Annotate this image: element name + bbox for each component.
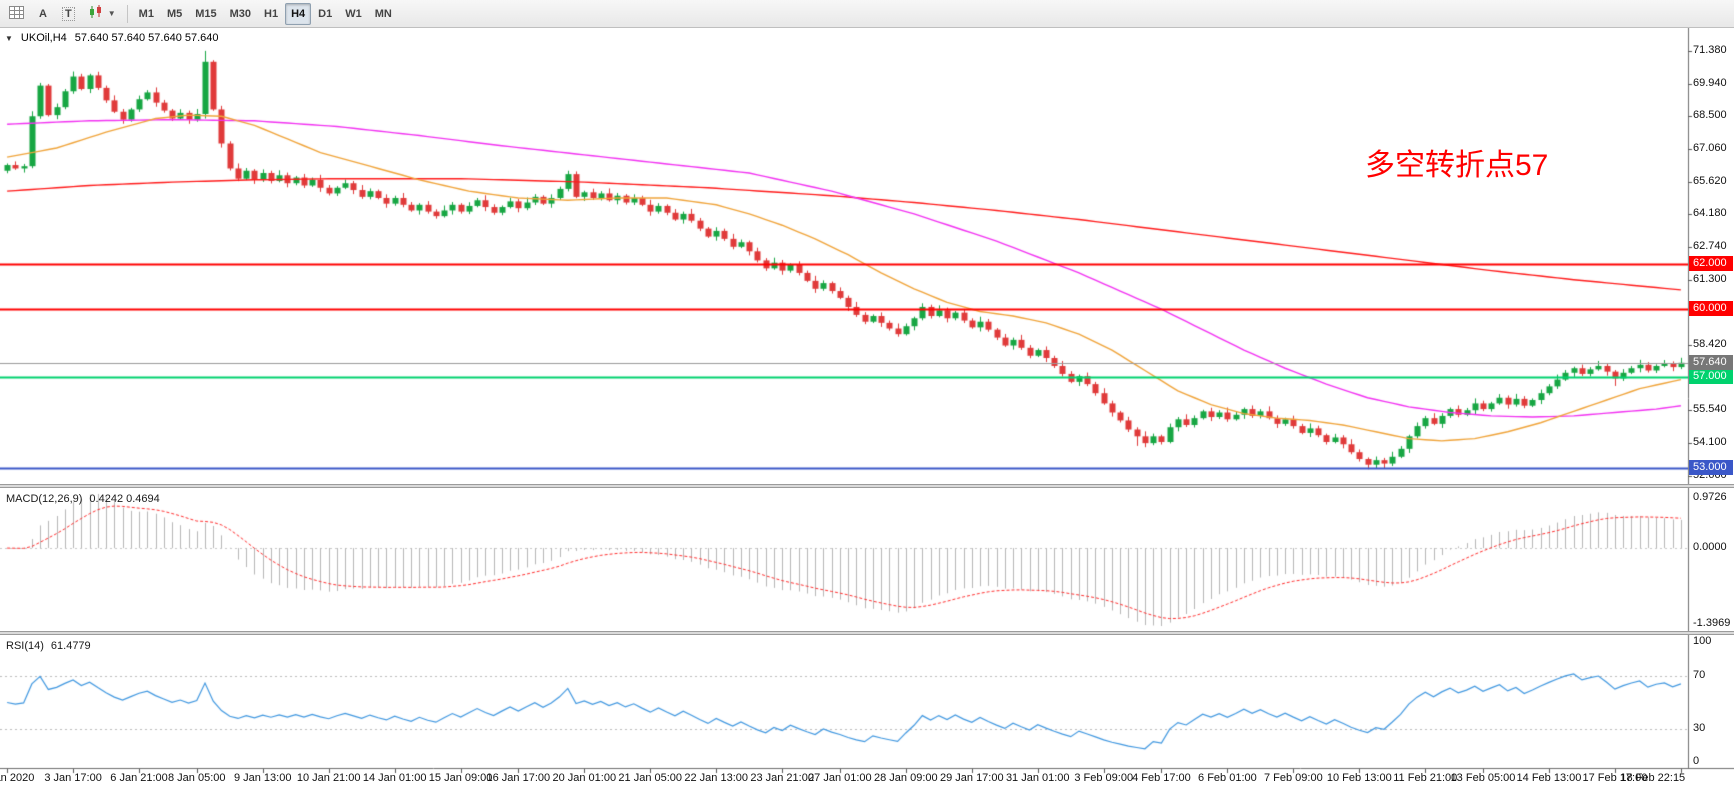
grid-icon	[9, 5, 24, 22]
price-axis-label: 62.740	[1693, 240, 1727, 252]
time-axis-label: 18 Feb 22:15	[1620, 772, 1686, 784]
price-axis[interactable]: 71.380 69.940 68.500 67.060 65.620 64.180 62.7…	[1688, 28, 1734, 769]
time-axis-label: 20 Jan 01:00	[552, 772, 617, 784]
price-line-badge: 57.640	[1689, 354, 1733, 370]
chevron-down-icon[interactable]: ▼	[5, 33, 13, 43]
symbol-period: UKOil,H4	[20, 32, 67, 44]
ohlc-values: 57.640 57.640 57.640 57.640	[74, 32, 219, 44]
panel-separator-rsi[interactable]	[0, 631, 1734, 635]
price-axis-label: 71.380	[1693, 43, 1727, 56]
price-line-badge: 60.000	[1689, 301, 1733, 317]
toolbar: A T ▼ M1 M5 M15 M30 H1 H4 D1 W1 MN	[0, 0, 1734, 28]
time-axis[interactable]: 2 Jan 2020 3 Jan 17:00 6 Jan 21:008 Jan 05…	[0, 770, 1688, 790]
market-watch-grid-button[interactable]	[3, 3, 30, 25]
toolbar-separator	[126, 4, 128, 23]
timeframe-group: M1 M5 M15 M30 H1 H4 D1 W1 MN	[133, 2, 398, 25]
rsi-name: RSI(14)	[6, 640, 44, 652]
timeframe-button-m15[interactable]: M15	[189, 3, 222, 25]
timeframe-button-w1[interactable]: W1	[339, 3, 368, 25]
macd-axis-label: -1.3969	[1693, 617, 1731, 629]
time-axis-label: 8 Jan 05:00	[168, 772, 226, 784]
rsi-axis-label: 30	[1693, 721, 1706, 734]
cursor-tool-label: A	[39, 7, 47, 20]
time-axis-label: 4 Feb 17:00	[1132, 772, 1191, 784]
time-axis-label: 16 Jan 17:00	[486, 772, 551, 784]
time-axis-label: 14 Feb 13:00	[1516, 772, 1582, 784]
chart-window: ▼ UKOil,H4 57.640 57.640 57.640 57.640 多…	[0, 28, 1734, 792]
price-axis-label: 54.100	[1693, 436, 1727, 449]
time-axis-label: 7 Feb 09:00	[1263, 772, 1323, 784]
price-axis-label: 61.300	[1693, 272, 1727, 285]
chart-title: ▼ UKOil,H4 57.640 57.640 57.640 57.640	[5, 32, 219, 44]
time-axis-label: 27 Jan 01:00	[808, 772, 872, 784]
candlestick-icon	[88, 5, 106, 22]
time-axis-label: 31 Jan 01:00	[1005, 772, 1070, 784]
rsi-label: RSI(14) 61.4779	[6, 640, 91, 652]
time-axis-label: 21 Jan 05:00	[618, 772, 683, 784]
macd-values: 0.4242 0.4694	[89, 493, 160, 505]
time-axis-label: 17 Feb 17:00	[1582, 772, 1648, 784]
time-axis-label: 22 Jan 13:00	[684, 772, 748, 784]
cursor-tool-button[interactable]: A	[31, 3, 55, 25]
time-axis-label: 11 Feb 21:00	[1393, 772, 1458, 784]
time-axis-label: 3 Jan 17:00	[44, 772, 102, 784]
time-axis-label: 15 Jan 09:00	[428, 772, 493, 784]
time-axis-label: 10 Feb 13:00	[1326, 772, 1392, 784]
macd-label: MACD(12,26,9) 0.4242 0.4694	[6, 493, 160, 505]
timeframe-button-m1[interactable]: M1	[133, 3, 160, 25]
timeframe-button-m30[interactable]: M30	[224, 3, 257, 25]
rsi-axis-label: 70	[1693, 669, 1706, 682]
annotation-text[interactable]: 多空转折点57	[1365, 149, 1549, 182]
chart-canvas[interactable]	[0, 28, 1734, 792]
text-tool-label: T	[62, 6, 75, 21]
timeframe-button-mn[interactable]: MN	[369, 3, 398, 25]
macd-axis-label: 0.0000	[1693, 541, 1727, 554]
timeframe-button-d1[interactable]: D1	[312, 3, 338, 25]
macd-name: MACD(12,26,9)	[6, 493, 83, 505]
price-axis-label: 67.060	[1693, 141, 1727, 154]
time-axis-label: 9 Jan 13:00	[233, 772, 292, 784]
time-axis-label: 10 Jan 21:00	[296, 772, 361, 784]
rsi-value: 61.4779	[50, 640, 91, 652]
time-axis-label: 28 Jan 09:00	[874, 772, 938, 784]
price-axis-label: 68.500	[1693, 109, 1727, 122]
time-axis-label: 29 Jan 17:00	[939, 772, 1004, 784]
time-axis-label: 3 Feb 09:00	[1074, 772, 1134, 784]
timeframe-button-m5[interactable]: M5	[161, 3, 188, 25]
macd-axis-label: 0.9726	[1693, 491, 1727, 503]
panel-separator-macd[interactable]	[0, 484, 1734, 488]
price-axis-label: 64.180	[1693, 207, 1727, 220]
timeframe-button-h1[interactable]: H1	[258, 3, 284, 25]
price-line-badge: 62.000	[1689, 255, 1733, 271]
chart-objects-button[interactable]: ▼	[82, 3, 122, 25]
price-axis-label: 69.940	[1693, 76, 1727, 89]
price-axis-label: 65.620	[1693, 174, 1727, 187]
chevron-down-icon: ▼	[107, 9, 116, 18]
price-line-badge: 57.000	[1689, 369, 1733, 385]
time-axis-label: 14 Jan 01:00	[362, 772, 427, 784]
time-axis-label: 2 Jan 2020	[0, 772, 35, 784]
time-axis-label: 13 Feb 05:00	[1450, 772, 1516, 784]
rsi-axis-label: 0	[1693, 755, 1700, 767]
time-axis-label: 23 Jan 21:00	[750, 772, 814, 784]
price-axis-label: 55.540	[1693, 403, 1727, 416]
time-axis-label: 6 Feb 01:00	[1198, 772, 1257, 784]
rsi-axis-label: 100	[1693, 635, 1712, 647]
timeframe-button-h4[interactable]: H4	[285, 2, 312, 25]
text-tool-button[interactable]: T	[56, 3, 81, 25]
price-line-badge: 53.000	[1689, 460, 1733, 476]
time-axis-label: 6 Jan 21:00	[110, 772, 168, 784]
price-axis-label: 58.420	[1693, 338, 1727, 351]
